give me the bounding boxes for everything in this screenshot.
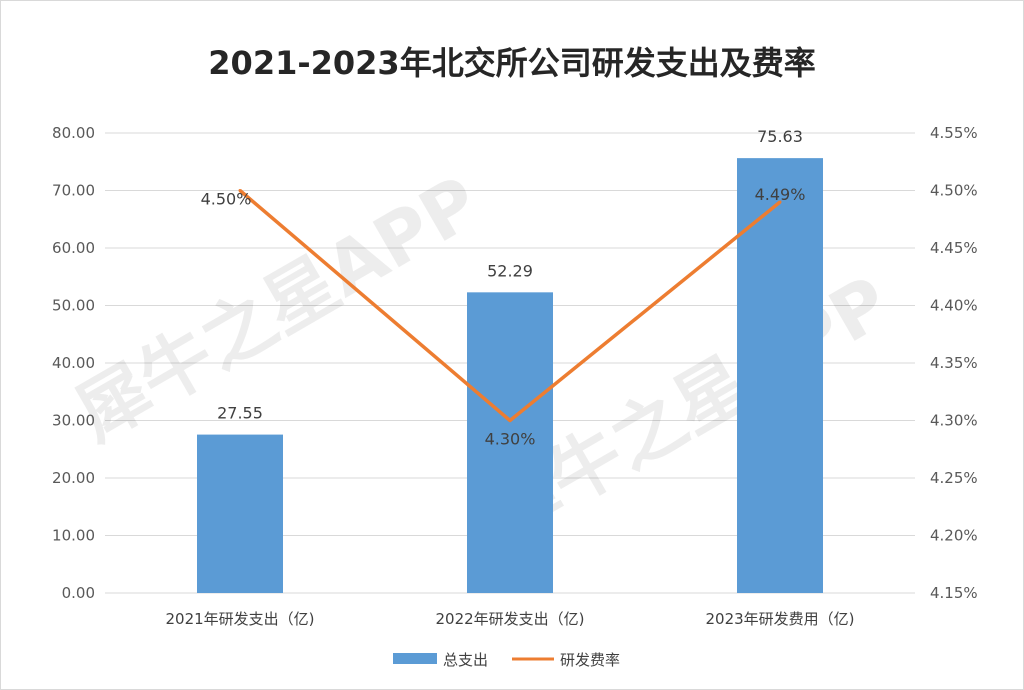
category-label: 2021年研发支出（亿) [165, 610, 314, 628]
legend-label: 总支出 [443, 651, 488, 669]
left-axis-tick-label: 70.00 [52, 182, 95, 200]
line-series [238, 189, 782, 423]
bar [467, 292, 553, 593]
line-data-label: 4.30% [485, 430, 536, 449]
line-data-label: 4.50% [201, 190, 252, 209]
legend-label: 研发费率 [560, 651, 620, 669]
bar [197, 434, 283, 593]
line-data-label: 4.49% [755, 185, 806, 204]
bar-data-label: 27.55 [217, 404, 263, 423]
left-axis-tick-label: 30.00 [52, 412, 95, 430]
category-label: 2022年研发支出（亿) [435, 610, 584, 628]
category-label: 2023年研发费用（亿) [705, 610, 854, 628]
right-axis-tick-label: 4.20% [930, 527, 978, 545]
legend-swatch-bar [393, 653, 437, 664]
left-axis-tick-label: 50.00 [52, 297, 95, 315]
right-axis-tick-label: 4.30% [930, 412, 978, 430]
right-axis-tick-label: 4.45% [930, 239, 978, 257]
line-point [778, 200, 782, 204]
watermark-text: 犀牛之星APP [62, 160, 493, 457]
legend: 总支出 研发费率 [393, 651, 620, 669]
left-axis-tick-label: 60.00 [52, 239, 95, 257]
data-labels: 27.55 52.29 75.63 4.50% 4.30% 4.49% [201, 127, 806, 448]
left-axis-ticks: 0.00 10.00 20.00 30.00 40.00 50.00 60.00 70.00 8… [52, 124, 95, 602]
bar-series [197, 158, 823, 593]
right-axis-tick-label: 4.35% [930, 354, 978, 372]
left-axis-tick-label: 0.00 [62, 584, 95, 602]
chart-title: 2021-2023年北交所公司研发支出及费率 [208, 44, 816, 82]
category-labels: 2021年研发支出（亿) 2022年研发支出（亿) 2023年研发费用（亿) [165, 610, 854, 628]
right-axis-tick-label: 4.25% [930, 469, 978, 487]
right-axis-tick-label: 4.15% [930, 584, 978, 602]
left-axis-tick-label: 10.00 [52, 527, 95, 545]
right-axis-tick-label: 4.40% [930, 297, 978, 315]
left-axis-tick-label: 80.00 [52, 124, 95, 142]
left-axis-tick-label: 40.00 [52, 354, 95, 372]
right-axis-tick-label: 4.50% [930, 182, 978, 200]
line-point [238, 189, 242, 192]
bar-data-label: 75.63 [757, 127, 803, 146]
bar-data-label: 52.29 [487, 261, 533, 280]
line-point [508, 419, 512, 422]
right-axis-tick-label: 4.55% [930, 124, 978, 142]
left-axis-tick-label: 20.00 [52, 469, 95, 487]
bar [737, 158, 823, 593]
right-axis-ticks: 4.15% 4.20% 4.25% 4.30% 4.35% 4.40% 4.45% 4.50%… [930, 124, 978, 602]
